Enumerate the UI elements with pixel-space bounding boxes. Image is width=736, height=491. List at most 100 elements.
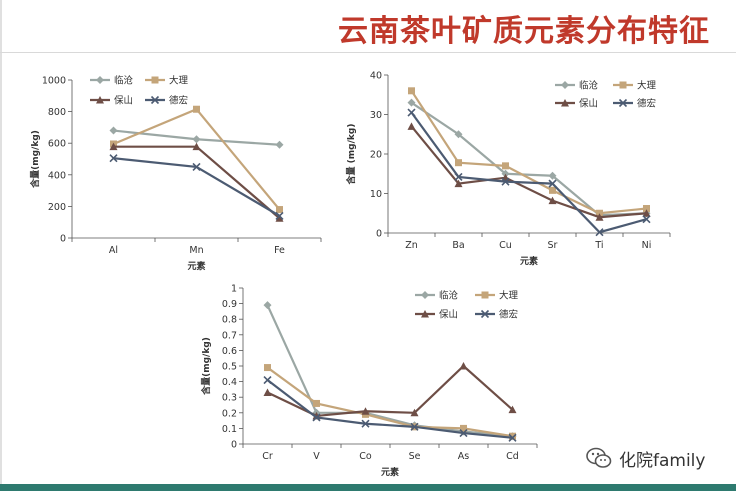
y-tick-label: 0.8: [222, 315, 237, 326]
legend-marker-临沧: [561, 81, 569, 89]
data-point-德宏-stroke-b: [595, 228, 604, 237]
legend-label: 德宏: [637, 98, 656, 110]
y-tick-label: 0.7: [222, 330, 237, 341]
legend-label: 临沧: [439, 290, 459, 302]
data-point-保山: [459, 362, 468, 370]
data-point-德宏: [501, 177, 510, 186]
data-point-德宏-stroke-b: [548, 179, 557, 188]
data-point-德宏-stroke-b: [275, 211, 284, 220]
data-point-保山: [595, 213, 604, 221]
data-point-德宏-stroke-b: [192, 162, 201, 171]
y-tick-label: 0: [60, 234, 66, 245]
series-line-大理: [410, 90, 647, 215]
data-point-保山: [263, 388, 272, 397]
data-point-德宏: [459, 429, 468, 438]
data-point-大理: [460, 424, 467, 432]
series-line-大理: [113, 107, 281, 211]
data-point-大理: [313, 399, 320, 407]
legend-label: 德宏: [169, 95, 188, 107]
legend-marker-德宏-stroke-b: [150, 95, 160, 105]
y-tick-label: 0: [231, 440, 237, 451]
x-tick-label: Ti: [594, 240, 603, 251]
legend-label: 大理: [499, 290, 519, 302]
legend-marker-德宏: [480, 309, 490, 319]
legend-label: 临沧: [579, 80, 599, 92]
y-axis-title: 含量 (mg/kg): [345, 124, 357, 186]
data-point-大理: [193, 105, 200, 113]
legend-marker-德宏: [150, 95, 160, 105]
data-point-德宏: [275, 211, 284, 220]
y-tick-label: 1: [231, 284, 237, 295]
chart-cr-v-co-se-as-cd: 0 0.1 0.2 0.3 0.4 0.5 0.6 0.7 0.8 0.9 1 Cr V Co Se As Cd…: [200, 284, 538, 478]
data-point-临沧: [192, 135, 201, 144]
x-tick-label: Ba: [452, 240, 464, 251]
y-tick-label: 400: [48, 170, 66, 181]
legend-marker-保山: [561, 99, 569, 107]
legend-label: 临沧: [114, 75, 134, 87]
data-point-保山: [642, 209, 651, 217]
legend-label: 大理: [169, 75, 189, 87]
data-point-保山: [192, 142, 201, 151]
x-tick-label: Fe: [274, 245, 285, 256]
data-point-临沧: [407, 98, 416, 107]
x-tick-label: Se: [409, 451, 421, 462]
data-point-保山: [508, 405, 517, 414]
data-point-大理: [549, 186, 556, 194]
x-tick-label: Mn: [189, 245, 203, 256]
data-point-德宏-stroke-b: [263, 375, 272, 385]
x-tick-label: As: [458, 451, 469, 462]
bottom-accent-bar: [0, 484, 736, 491]
data-point-德宏-stroke-b: [501, 177, 510, 186]
x-tick-label: Zn: [405, 240, 418, 251]
data-point-保山: [410, 408, 419, 417]
y-tick-label: 0.6: [222, 346, 237, 357]
data-point-德宏-stroke-b: [312, 413, 321, 422]
data-point-德宏-stroke-b: [508, 433, 517, 442]
y-tick-label: 800: [48, 107, 66, 118]
data-point-保山: [548, 196, 557, 205]
x-tick-label: Co: [359, 451, 372, 462]
x-tick-label: Cr: [262, 451, 273, 462]
legend-marker-大理: [151, 76, 159, 84]
series-line-保山: [410, 125, 647, 219]
page-left-border: [0, 0, 2, 491]
y-tick-label: 30: [370, 110, 382, 121]
data-point-德宏-stroke-b: [361, 419, 370, 428]
data-point-德宏: [410, 422, 419, 431]
legend-label: 大理: [637, 80, 657, 92]
data-point-德宏: [407, 108, 416, 117]
data-point-大理: [509, 432, 516, 440]
data-point-临沧: [454, 130, 463, 139]
data-point-德宏: [548, 179, 557, 188]
y-tick-label: 40: [370, 71, 382, 82]
series-line-临沧: [266, 304, 513, 438]
data-point-临沧: [109, 126, 118, 135]
data-point-大理: [643, 205, 650, 213]
data-point-德宏: [263, 375, 272, 385]
series-line-德宏: [410, 111, 647, 234]
legend-marker-保山: [96, 96, 104, 104]
data-point-德宏-stroke-b: [454, 172, 463, 181]
page-title: 云南茶叶矿质元素分布特征: [338, 14, 710, 49]
data-point-大理: [408, 87, 415, 95]
x-axis-title: 元素: [381, 466, 399, 478]
y-tick-label: 0.9: [222, 299, 237, 310]
x-tick-label: Sr: [548, 240, 558, 251]
x-tick-label: V: [313, 451, 320, 462]
y-tick-label: 0.3: [222, 393, 237, 404]
data-point-临沧: [548, 171, 557, 180]
data-point-德宏: [454, 172, 463, 181]
data-point-大理: [264, 364, 271, 372]
y-tick-label: 20: [370, 150, 382, 161]
y-axis-title: 含量(mg/kg): [29, 130, 41, 189]
data-point-德宏: [595, 228, 604, 237]
y-tick-label: 10: [370, 189, 382, 200]
legend-marker-保山: [421, 310, 429, 318]
y-tick-label: 0.4: [222, 377, 237, 388]
data-point-德宏: [361, 419, 370, 428]
wechat-icon: [586, 447, 612, 468]
data-point-临沧: [275, 140, 284, 149]
data-point-德宏: [192, 162, 201, 171]
y-tick-label: 0.1: [222, 424, 237, 435]
